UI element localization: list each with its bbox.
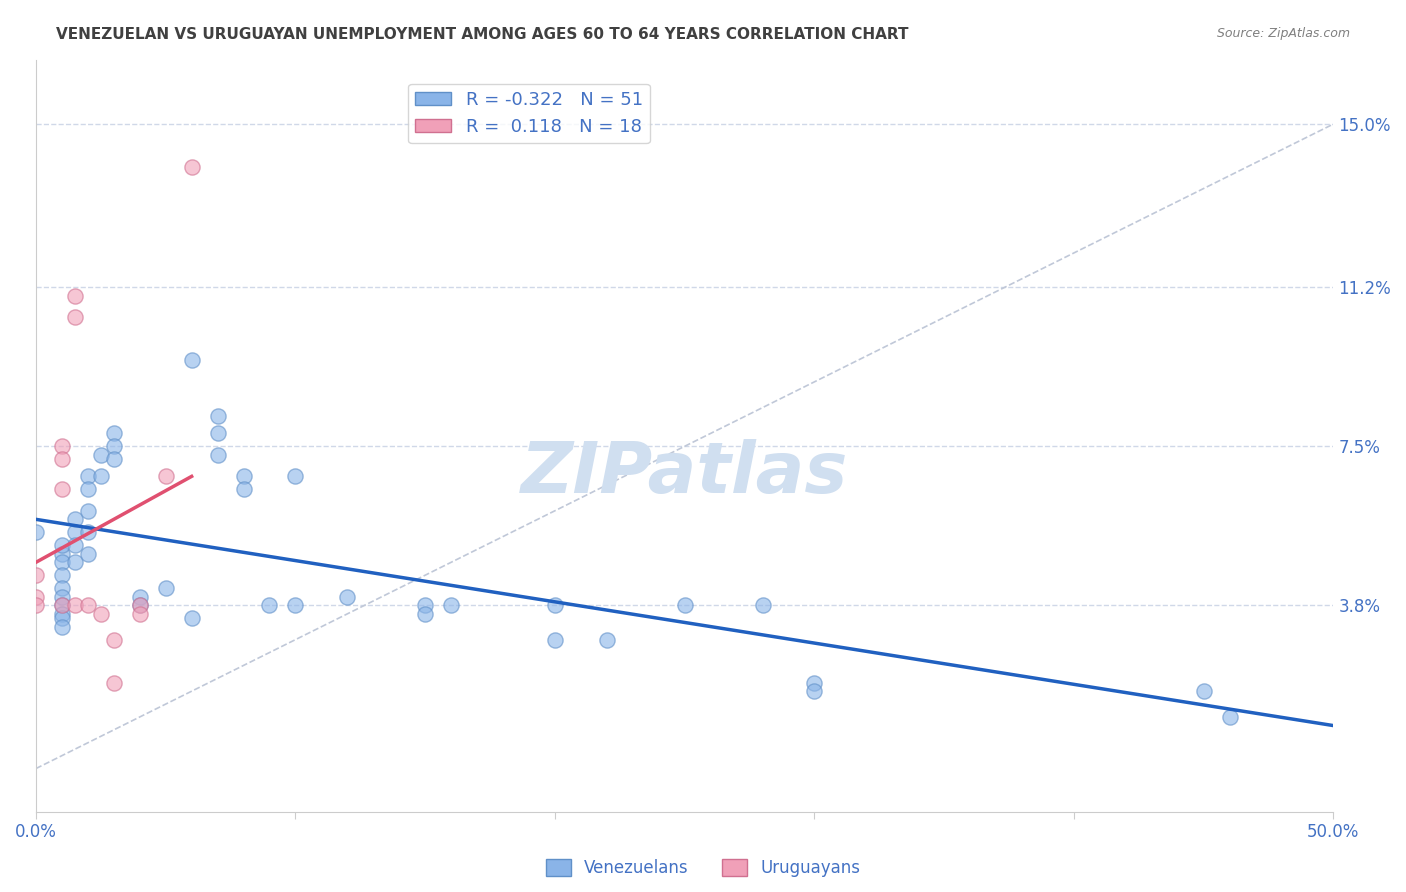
Uruguayans (63, 599, 86, 613)
Venezuelans (63, 525, 86, 540)
Venezuelans (803, 675, 825, 690)
Venezuelans (51, 620, 73, 634)
Venezuelans (544, 632, 567, 647)
Uruguayans (63, 310, 86, 325)
Venezuelans (1192, 684, 1215, 698)
Venezuelans (155, 581, 177, 595)
Text: ZIPatlas: ZIPatlas (522, 439, 848, 508)
Venezuelans (751, 599, 773, 613)
Uruguayans (76, 599, 98, 613)
Venezuelans (180, 353, 202, 368)
Venezuelans (90, 448, 112, 462)
Venezuelans (413, 599, 436, 613)
Venezuelans (90, 469, 112, 483)
Venezuelans (63, 555, 86, 569)
Venezuelans (76, 504, 98, 518)
Venezuelans (207, 409, 229, 424)
Venezuelans (103, 426, 125, 441)
Uruguayans (103, 632, 125, 647)
Uruguayans (128, 607, 150, 621)
Venezuelans (544, 599, 567, 613)
Venezuelans (128, 590, 150, 604)
Uruguayans (90, 607, 112, 621)
Venezuelans (63, 512, 86, 526)
Venezuelans (103, 439, 125, 453)
Venezuelans (25, 525, 48, 540)
Uruguayans (25, 599, 48, 613)
Venezuelans (207, 448, 229, 462)
Uruguayans (51, 439, 73, 453)
Uruguayans (180, 160, 202, 174)
Venezuelans (284, 469, 307, 483)
Venezuelans (51, 590, 73, 604)
Venezuelans (51, 607, 73, 621)
Venezuelans (180, 611, 202, 625)
Uruguayans (51, 452, 73, 467)
Venezuelans (103, 452, 125, 467)
Venezuelans (51, 547, 73, 561)
Venezuelans (440, 599, 463, 613)
Uruguayans (51, 483, 73, 497)
Venezuelans (284, 599, 307, 613)
Legend: R = -0.322   N = 51, R =  0.118   N = 18: R = -0.322 N = 51, R = 0.118 N = 18 (408, 84, 650, 143)
Venezuelans (803, 684, 825, 698)
Venezuelans (596, 632, 619, 647)
Venezuelans (51, 599, 73, 613)
Venezuelans (51, 555, 73, 569)
Venezuelans (232, 483, 254, 497)
Uruguayans (155, 469, 177, 483)
Venezuelans (232, 469, 254, 483)
Uruguayans (51, 599, 73, 613)
Uruguayans (128, 599, 150, 613)
Venezuelans (76, 469, 98, 483)
Venezuelans (128, 599, 150, 613)
Uruguayans (25, 590, 48, 604)
Venezuelans (51, 568, 73, 582)
Venezuelans (207, 426, 229, 441)
Uruguayans (63, 289, 86, 303)
Venezuelans (76, 525, 98, 540)
Venezuelans (76, 483, 98, 497)
Venezuelans (63, 538, 86, 552)
Venezuelans (51, 538, 73, 552)
Text: Source: ZipAtlas.com: Source: ZipAtlas.com (1216, 27, 1350, 40)
Venezuelans (413, 607, 436, 621)
Legend: Venezuelans, Uruguayans: Venezuelans, Uruguayans (538, 852, 868, 884)
Venezuelans (673, 599, 696, 613)
Venezuelans (76, 547, 98, 561)
Uruguayans (103, 675, 125, 690)
Venezuelans (259, 599, 281, 613)
Uruguayans (25, 568, 48, 582)
Venezuelans (51, 611, 73, 625)
Venezuelans (1219, 710, 1241, 724)
Text: VENEZUELAN VS URUGUAYAN UNEMPLOYMENT AMONG AGES 60 TO 64 YEARS CORRELATION CHART: VENEZUELAN VS URUGUAYAN UNEMPLOYMENT AMO… (56, 27, 908, 42)
Venezuelans (51, 581, 73, 595)
Venezuelans (336, 590, 359, 604)
